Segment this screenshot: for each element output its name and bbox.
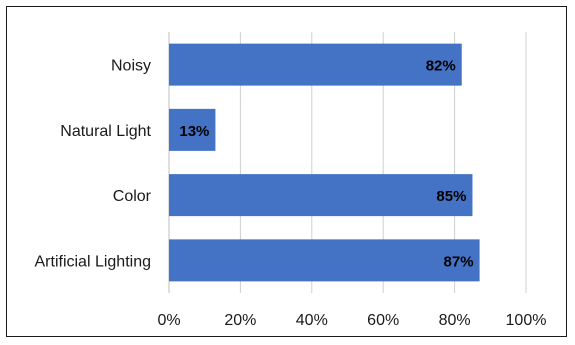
category-labels: Noisy Natural Light Color Artificial Lighti… — [35, 58, 152, 271]
x-tick-label: 0% — [157, 312, 180, 329]
bar-natural-light — [169, 108, 216, 151]
data-labels: 82% 13% 85% 87% — [179, 58, 473, 271]
chart-frame: Noisy Natural Light Color Artificial Lighti… — [6, 6, 567, 337]
x-axis-tick-labels: 0% 20% 40% 60% 80% 100% — [157, 312, 546, 329]
category-label: Noisy — [111, 58, 151, 75]
x-tick-label: 100% — [506, 312, 547, 329]
bar-chart: Noisy Natural Light Color Artificial Lighti… — [35, 32, 546, 329]
bar-noisy — [169, 43, 462, 86]
bar-artificial-lighting — [169, 239, 480, 282]
category-label: Natural Light — [60, 123, 151, 140]
bar-color — [169, 174, 473, 217]
x-tick-label: 20% — [224, 312, 256, 329]
data-label: 13% — [179, 123, 209, 140]
bars — [169, 43, 480, 282]
x-tick-label: 80% — [439, 312, 471, 329]
x-tick-label: 60% — [367, 312, 399, 329]
data-label: 82% — [426, 58, 456, 75]
data-label: 85% — [436, 188, 466, 205]
category-label: Artificial Lighting — [35, 253, 152, 270]
category-label: Color — [113, 188, 152, 205]
x-tick-label: 40% — [296, 312, 328, 329]
data-label: 87% — [444, 253, 474, 270]
